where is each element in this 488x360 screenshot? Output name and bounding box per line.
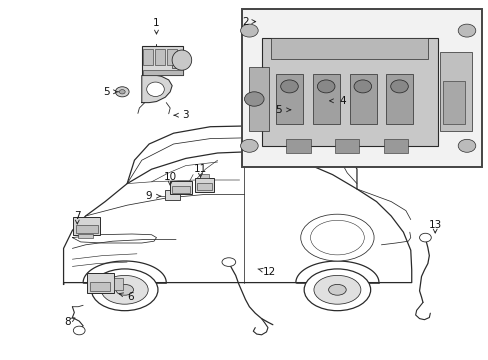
Bar [242, 9, 481, 167]
Bar [90, 282, 110, 291]
Bar [114, 278, 122, 290]
Bar [334, 139, 359, 153]
Text: 10: 10 [163, 172, 176, 182]
Ellipse shape [91, 269, 158, 311]
Polygon shape [302, 79, 333, 108]
Bar [76, 225, 98, 233]
Ellipse shape [328, 284, 346, 295]
Text: 12: 12 [262, 267, 275, 277]
Ellipse shape [390, 80, 407, 93]
Bar [194, 178, 214, 192]
Bar [386, 74, 412, 124]
Ellipse shape [240, 24, 258, 37]
Text: 11: 11 [193, 164, 207, 174]
Text: 13: 13 [427, 220, 441, 230]
Bar [142, 70, 183, 75]
Bar [155, 49, 164, 65]
Bar [312, 74, 339, 124]
Bar [143, 49, 153, 65]
Ellipse shape [310, 220, 364, 255]
Bar [285, 139, 310, 153]
Ellipse shape [146, 82, 164, 96]
Ellipse shape [313, 275, 360, 304]
Ellipse shape [307, 87, 325, 100]
Text: 9: 9 [145, 191, 152, 201]
Ellipse shape [119, 90, 125, 94]
Ellipse shape [116, 284, 133, 295]
Bar [439, 52, 471, 131]
Bar [261, 38, 437, 146]
Text: 4: 4 [338, 96, 345, 106]
Ellipse shape [457, 24, 475, 37]
Text: 1: 1 [153, 18, 160, 28]
Bar [276, 74, 303, 124]
Bar [199, 174, 209, 178]
Ellipse shape [115, 87, 129, 97]
Ellipse shape [172, 50, 191, 70]
Ellipse shape [240, 139, 258, 152]
Ellipse shape [304, 269, 370, 311]
Text: 5: 5 [103, 87, 110, 97]
Polygon shape [142, 75, 172, 103]
Ellipse shape [353, 80, 371, 93]
Bar [172, 186, 190, 193]
Ellipse shape [101, 275, 148, 304]
Bar [73, 217, 100, 235]
Ellipse shape [73, 326, 85, 335]
Bar [442, 81, 464, 124]
Bar [166, 49, 176, 65]
Ellipse shape [300, 214, 373, 261]
Ellipse shape [457, 139, 475, 152]
Ellipse shape [317, 80, 334, 93]
Bar [170, 181, 192, 194]
Ellipse shape [419, 233, 430, 242]
Bar [78, 234, 93, 238]
Polygon shape [63, 152, 411, 284]
Ellipse shape [222, 258, 235, 266]
Bar [87, 273, 114, 293]
Text: 6: 6 [127, 292, 134, 302]
Bar [142, 46, 183, 75]
Text: 5: 5 [275, 105, 282, 115]
Bar [349, 74, 376, 124]
Text: 8: 8 [64, 317, 71, 327]
Ellipse shape [291, 105, 305, 115]
Text: 2: 2 [242, 17, 248, 27]
Text: 7: 7 [74, 211, 81, 221]
Bar [271, 38, 427, 59]
Bar [196, 183, 212, 190]
Ellipse shape [280, 80, 298, 93]
Bar [249, 67, 268, 131]
Bar [383, 139, 407, 153]
Bar [172, 52, 183, 68]
Ellipse shape [295, 108, 301, 112]
Ellipse shape [244, 92, 264, 106]
Bar [165, 190, 180, 200]
Text: 3: 3 [182, 110, 189, 120]
